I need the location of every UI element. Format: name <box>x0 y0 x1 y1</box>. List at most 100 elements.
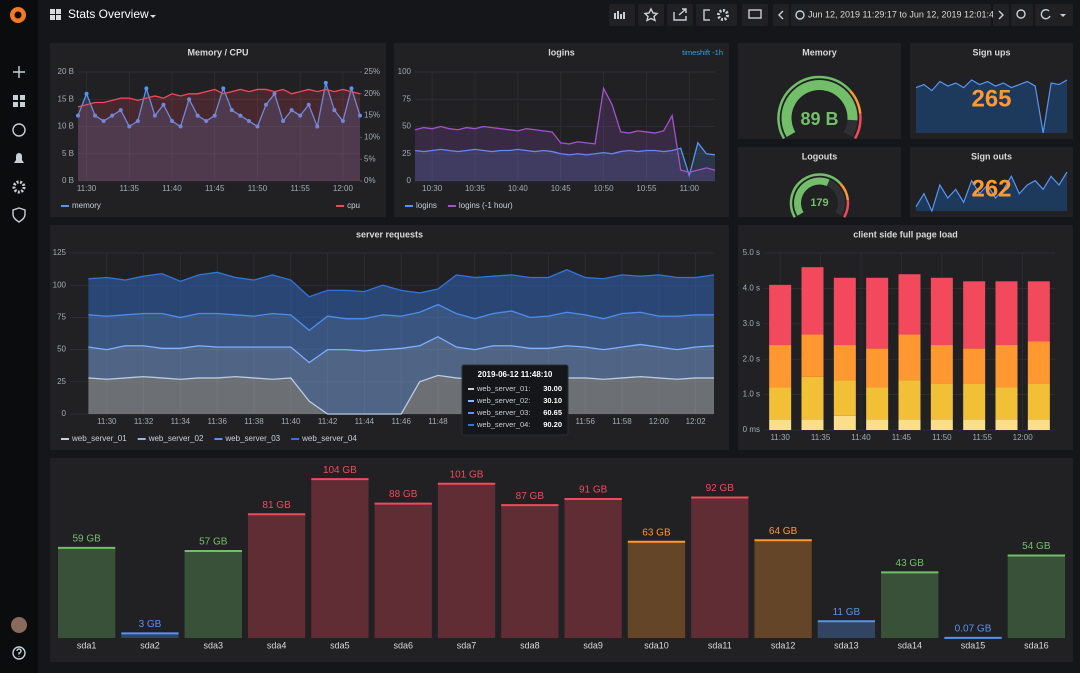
grafana-logo[interactable] <box>10 7 26 23</box>
bar-segment <box>833 345 856 381</box>
area-fill <box>88 304 714 363</box>
tooltip-name: web_server_02: <box>476 396 530 405</box>
tooltip-swatch <box>468 400 474 402</box>
y2-tick-label: 15% <box>364 111 380 120</box>
x-tick-label: 11:30 <box>770 433 790 442</box>
data-point <box>315 124 320 129</box>
y-tick-label: 75 <box>57 313 66 322</box>
data-point <box>204 119 209 124</box>
x-tick-label: 11:42 <box>318 417 338 426</box>
x-tick-label: 11:44 <box>355 417 375 426</box>
bar <box>184 550 242 638</box>
help-icon[interactable] <box>12 646 26 660</box>
bar-value-label: 11 GB <box>833 607 861 618</box>
data-point <box>195 113 200 118</box>
series-line <box>77 82 361 129</box>
explore-icon[interactable] <box>12 123 26 137</box>
bar-segment <box>898 419 921 430</box>
settings-button[interactable] <box>710 4 737 26</box>
x-tick-label: 11:36 <box>207 417 227 426</box>
bar <box>691 497 749 638</box>
bar-category-label: sda4 <box>267 640 287 650</box>
bar-segment <box>769 419 792 430</box>
create-icon[interactable] <box>13 66 25 78</box>
bar <box>1007 555 1065 638</box>
series-line <box>88 335 715 364</box>
sidebar <box>0 0 38 673</box>
data-point <box>306 102 311 107</box>
panel-title: Sign outs <box>971 151 1012 161</box>
bar-category-label: sda1 <box>77 640 97 650</box>
time-range: Jun 12, 2019 11:29:17 to Jun 12, 2019 12… <box>808 9 999 19</box>
data-point <box>76 113 80 118</box>
bar-category-label: sda3 <box>204 640 224 650</box>
time-back-button[interactable] <box>773 4 789 26</box>
series-line <box>414 86 716 173</box>
y-tick-label: 100 <box>398 67 412 76</box>
x-tick-label: 11:46 <box>391 417 411 426</box>
y-tick-label: 75 <box>402 94 411 103</box>
star-button[interactable] <box>638 4 664 26</box>
data-point <box>229 108 234 113</box>
tv-glyph <box>748 9 762 19</box>
legend-swatch <box>137 438 146 440</box>
icon-square <box>56 15 61 20</box>
data-point <box>110 113 115 118</box>
x-tick-label: 11:35 <box>811 433 831 442</box>
stat-value: 262 <box>971 175 1011 202</box>
avatar[interactable] <box>11 617 27 633</box>
data-point <box>264 102 268 107</box>
x-tick-label: 10:50 <box>594 184 615 193</box>
data-point <box>358 113 362 118</box>
tooltip-name: web_server_04: <box>476 420 530 429</box>
area-fill <box>78 82 360 181</box>
dashboards-icon[interactable] <box>13 95 25 107</box>
shield-icon[interactable] <box>12 207 26 223</box>
refresh-button[interactable] <box>1035 4 1073 26</box>
x-tick-label: 11:30 <box>97 417 117 426</box>
bar <box>564 499 622 638</box>
x-tick-label: 11:45 <box>205 184 225 193</box>
tv-button[interactable] <box>742 4 768 26</box>
dashboard-title[interactable]: Stats Overview <box>68 7 149 21</box>
panel-title: logins <box>548 47 575 57</box>
y-tick-label: 5.0 s <box>743 248 760 257</box>
legend-label: web_server_02 <box>148 434 204 443</box>
logo-center <box>14 11 22 19</box>
panel <box>738 43 901 139</box>
config-icon[interactable] <box>12 180 26 194</box>
time-picker[interactable] <box>791 4 991 26</box>
bar-value-label: 3 GB <box>139 619 162 630</box>
panel-title: Sign ups <box>973 47 1011 57</box>
gauge-value <box>781 80 858 137</box>
data-point <box>152 113 157 118</box>
title-caret[interactable] <box>150 15 156 18</box>
bar-value-label: 59 GB <box>72 534 101 545</box>
legend-label: web_server_04 <box>301 434 357 443</box>
alerting-icon[interactable] <box>14 153 24 163</box>
bar-value-label: 92 GB <box>706 483 735 494</box>
time-forward-button[interactable] <box>993 4 1009 26</box>
bar-category-label: sda14 <box>897 640 922 650</box>
bar-category-label: sda12 <box>771 640 796 650</box>
y-tick-label: 2.0 s <box>743 354 760 363</box>
x-tick-label: 11:48 <box>428 417 448 426</box>
data-point <box>340 119 345 124</box>
data-point <box>178 124 183 129</box>
data-point <box>93 113 98 118</box>
bar <box>121 633 179 638</box>
bar-segment <box>1027 383 1050 420</box>
zoom-out-button[interactable] <box>1011 4 1033 26</box>
x-tick-label: 11:34 <box>171 417 191 426</box>
y-tick-label: 0 ms <box>743 425 760 434</box>
series-line <box>88 303 714 332</box>
breadcrumb-icon <box>50 9 61 20</box>
tooltip-time: 2019-06-12 11:48:10 <box>478 370 553 379</box>
help-mark <box>16 648 22 657</box>
bar-segment <box>898 334 921 381</box>
tooltip-name: web_server_03: <box>476 408 530 417</box>
bar-segment <box>898 380 921 420</box>
data-point <box>187 97 192 102</box>
area-fill <box>78 89 360 181</box>
